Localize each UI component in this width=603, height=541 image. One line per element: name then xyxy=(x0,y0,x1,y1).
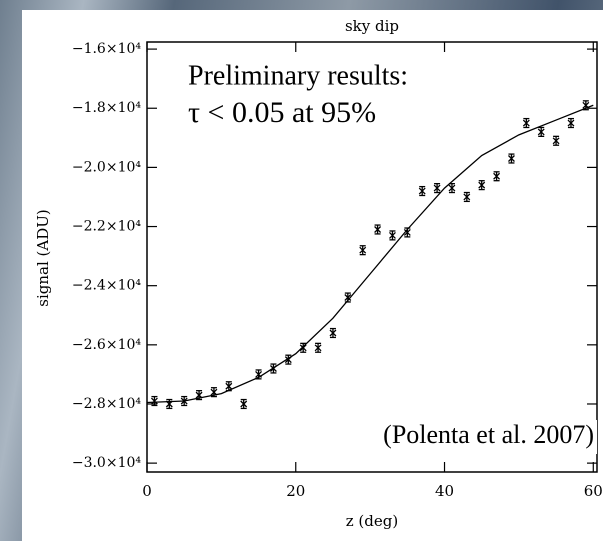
chart-title: sky dip xyxy=(345,17,399,35)
data-point xyxy=(240,398,248,410)
marker xyxy=(448,184,456,192)
data-point xyxy=(537,126,545,137)
marker xyxy=(463,193,471,201)
y-tick-label: −1.6×10⁴ xyxy=(72,41,142,57)
data-point xyxy=(508,153,515,164)
annotation: τ < 0.05 at 95% xyxy=(188,96,376,129)
data-point xyxy=(225,381,233,392)
data-point xyxy=(567,117,575,129)
y-tick-label: −2.8×10⁴ xyxy=(72,396,142,412)
annotation: (Polenta et al. 2007) xyxy=(383,420,594,449)
annotation: Preliminary results: xyxy=(188,60,408,91)
data-point xyxy=(388,230,396,241)
data-point xyxy=(374,224,382,235)
data-point xyxy=(344,292,352,303)
x-tick-label: 0 xyxy=(142,482,152,500)
x-tick-label: 60 xyxy=(584,482,603,500)
y-axis-label: signal (ADU) xyxy=(34,209,52,306)
data-point xyxy=(403,227,411,238)
data-point xyxy=(433,183,441,194)
data-point xyxy=(522,117,530,129)
data-point xyxy=(150,395,158,407)
marker xyxy=(195,391,203,399)
marker xyxy=(478,181,486,189)
marker xyxy=(359,246,367,254)
marker xyxy=(388,231,396,239)
marker xyxy=(299,344,307,352)
marker xyxy=(433,184,441,192)
marker xyxy=(582,101,590,109)
y-tick-label: −2.4×10⁴ xyxy=(72,278,142,294)
marker xyxy=(240,400,248,408)
marker xyxy=(344,294,352,301)
data-point xyxy=(195,390,203,401)
data-point xyxy=(478,180,486,191)
y-tick-label: −3.0×10⁴ xyxy=(72,455,142,471)
data-point xyxy=(314,342,322,353)
marker xyxy=(493,172,501,180)
x-tick-label: 20 xyxy=(286,482,305,500)
y-tick-label: −2.0×10⁴ xyxy=(72,159,142,175)
annotation-box xyxy=(400,420,597,454)
marker xyxy=(374,226,382,233)
y-tick-label: −1.8×10⁴ xyxy=(72,100,142,116)
y-tick-label: −2.6×10⁴ xyxy=(72,337,142,353)
marker xyxy=(537,128,545,136)
x-tick-label: 40 xyxy=(435,482,454,500)
marker xyxy=(329,329,337,337)
data-point xyxy=(329,327,337,339)
data-point xyxy=(418,185,426,197)
marker xyxy=(225,382,233,390)
plot-frame xyxy=(146,41,598,473)
marker xyxy=(567,119,575,127)
marker xyxy=(418,187,426,195)
marker xyxy=(552,137,560,145)
y-tick-label: −2.2×10⁴ xyxy=(72,219,142,235)
marker xyxy=(150,397,158,405)
marker xyxy=(522,119,530,127)
marker xyxy=(210,388,218,396)
marker xyxy=(508,155,515,162)
marker xyxy=(314,344,322,352)
data-point xyxy=(552,135,560,146)
marker xyxy=(403,228,411,236)
marker xyxy=(255,370,263,378)
data-point xyxy=(493,171,501,182)
fit-line xyxy=(146,104,594,404)
data-point xyxy=(299,342,307,353)
x-axis-label: z (deg) xyxy=(346,512,398,530)
data-point xyxy=(463,191,471,203)
data-point xyxy=(359,245,367,256)
